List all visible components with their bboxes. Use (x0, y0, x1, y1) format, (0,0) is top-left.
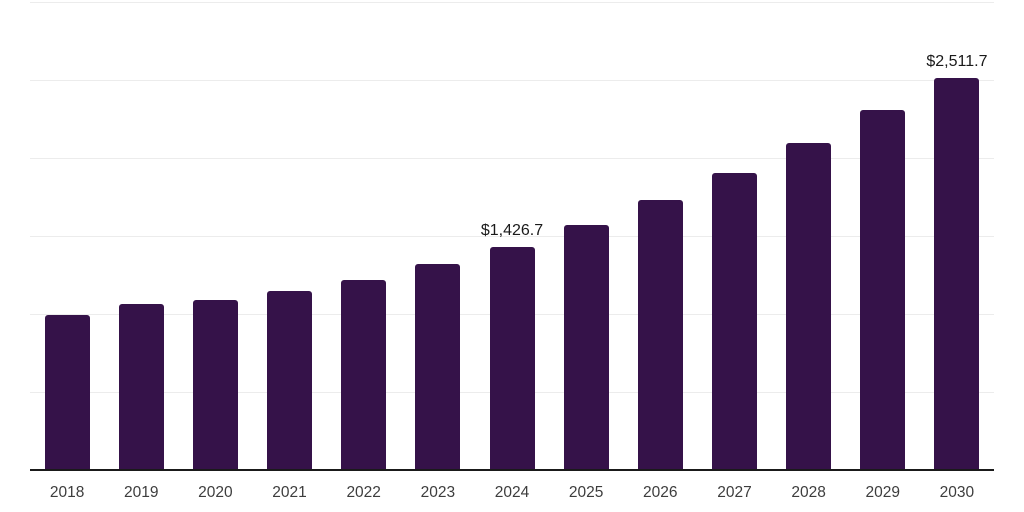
data-label-2024: $1,426.7 (480, 221, 544, 239)
x-tick-label-2028: 2028 (791, 484, 826, 501)
x-tick-label-2029: 2029 (865, 484, 900, 501)
gridline-1500 (30, 235, 994, 237)
x-tick-label-2022: 2022 (346, 484, 381, 501)
bar-2021 (267, 290, 313, 470)
data-label-2030: $2,511.7 (926, 52, 988, 70)
x-tick-label-2021: 2021 (272, 484, 307, 501)
bar-2026 (637, 200, 683, 470)
bar-2025 (563, 225, 609, 470)
gridline-3000 (30, 1, 994, 3)
bar-2030 (934, 77, 980, 470)
bar-2023 (415, 263, 461, 470)
bar-2024 (489, 246, 535, 470)
bar-2020 (192, 300, 238, 470)
x-tick-label-2027: 2027 (717, 484, 752, 501)
gridline-2500 (30, 79, 994, 81)
x-axis-line (30, 469, 994, 471)
x-tick-label-2024: 2024 (494, 484, 530, 501)
x-tick-label-2026: 2026 (643, 484, 678, 501)
x-tick-label-2020: 2020 (198, 484, 233, 501)
bar-2018 (44, 315, 90, 470)
bar-2029 (860, 110, 906, 470)
bar-2022 (341, 279, 387, 470)
x-tick-label-2023: 2023 (420, 484, 456, 501)
x-tick-label-2025: 2025 (568, 484, 604, 501)
gridline-2000 (30, 157, 994, 159)
x-tick-label-2019: 2019 (123, 484, 159, 501)
bar-2027 (711, 173, 757, 470)
x-tick-label-2018: 2018 (49, 484, 85, 501)
x-tick-label-2030: 2030 (939, 484, 975, 501)
bar-2019 (118, 304, 164, 470)
bar-2028 (786, 143, 832, 470)
